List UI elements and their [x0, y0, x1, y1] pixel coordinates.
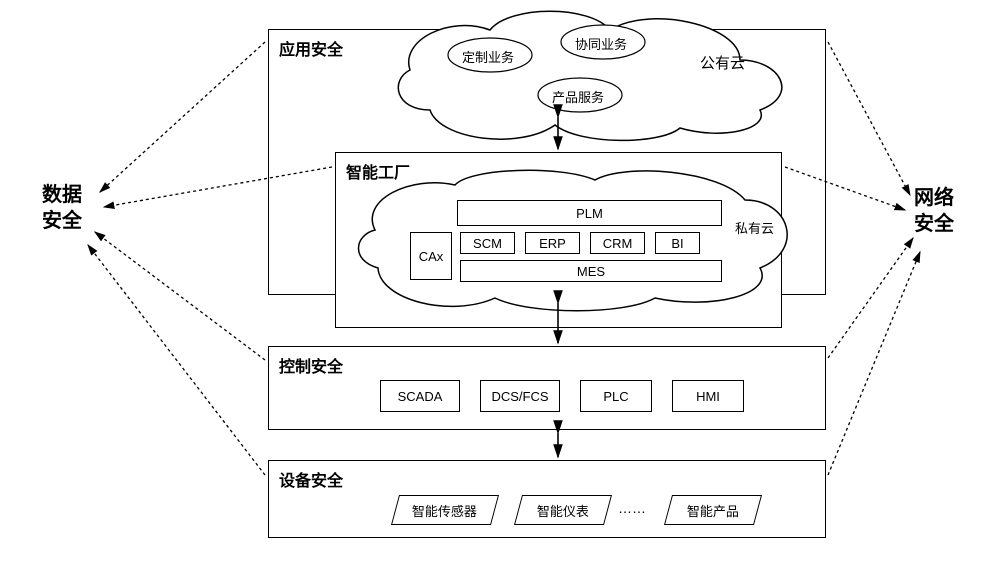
scada-box: SCADA [380, 380, 460, 412]
app-security-title: 应用安全 [279, 36, 343, 60]
meter-box: 智能仪表 [537, 501, 589, 520]
dot-left-3 [95, 232, 265, 360]
collab-bubble-label: 协同业务 [575, 34, 627, 53]
dot-left-4 [88, 245, 265, 475]
private-cloud-label: 私有云 [735, 218, 774, 237]
smart-factory-title: 智能工厂 [346, 159, 410, 183]
hmi-box: HMI [672, 380, 744, 412]
control-security-title: 控制安全 [279, 353, 343, 377]
public-cloud-label: 公有云 [700, 52, 745, 73]
mes-box: MES [460, 260, 722, 282]
dcsfcs-box: DCS/FCS [480, 380, 560, 412]
crm-box: CRM [590, 232, 645, 254]
product-box: 智能产品 [687, 501, 739, 520]
bi-box: BI [655, 232, 700, 254]
custom-bubble-label: 定制业务 [462, 47, 514, 66]
dot-right-1 [828, 42, 910, 195]
data-security-label: 数据安全 [42, 182, 82, 234]
sensor-box: 智能传感器 [412, 501, 477, 520]
network-security-label: 网络安全 [914, 185, 954, 237]
dot-left-1 [100, 42, 265, 192]
device-security-title: 设备安全 [279, 467, 343, 491]
dot-right-3 [828, 238, 913, 358]
device-dots: …… [618, 500, 646, 516]
scm-box: SCM [460, 232, 515, 254]
plc-box: PLC [580, 380, 652, 412]
plm-box: PLM [457, 200, 722, 226]
product-bubble-label: 产品服务 [552, 87, 604, 106]
erp-box: ERP [525, 232, 580, 254]
cax-box: CAx [410, 232, 452, 280]
dot-right-4 [828, 252, 920, 475]
